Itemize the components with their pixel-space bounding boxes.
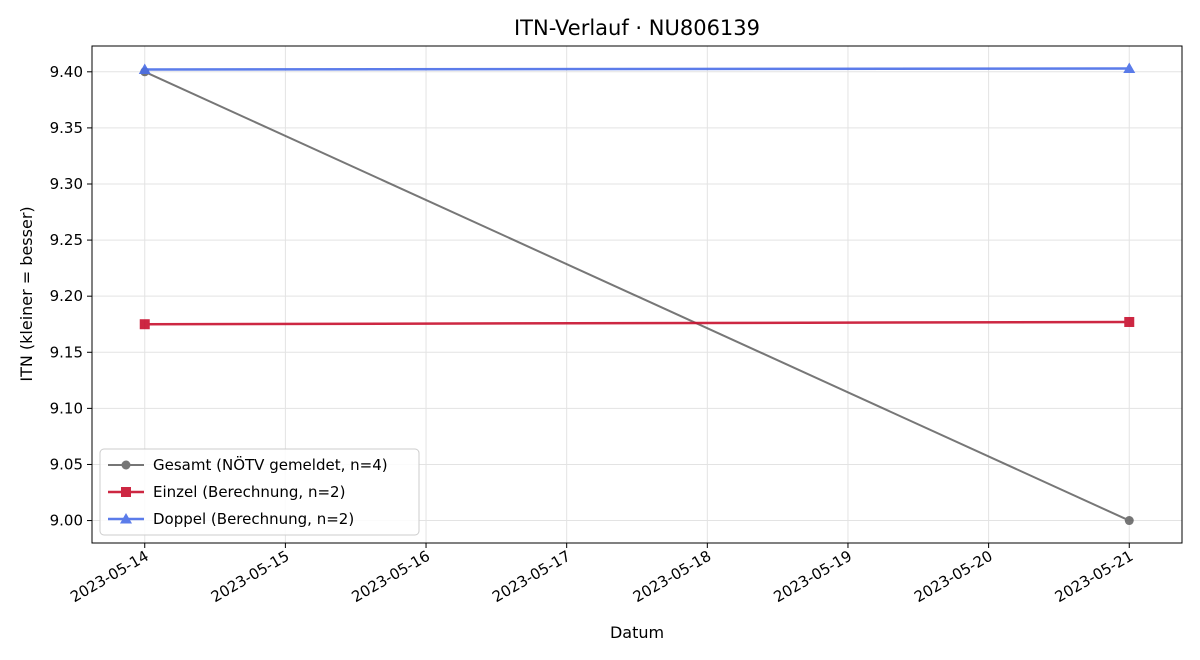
legend-label: Einzel (Berechnung, n=2) bbox=[153, 483, 345, 501]
x-tick-label: 2023-05-18 bbox=[630, 547, 715, 606]
x-tick-label: 2023-05-15 bbox=[208, 547, 293, 606]
y-tick-label: 9.15 bbox=[50, 343, 83, 361]
legend-marker bbox=[121, 487, 131, 497]
legend: Gesamt (NÖTV gemeldet, n=4) Einzel (Berec… bbox=[99, 448, 420, 536]
legend-marker bbox=[121, 460, 131, 470]
y-tick-label: 9.10 bbox=[50, 399, 83, 417]
y-axis: 9.00 9.05 9.10 9.15 9.20 9.25 9.30 9.35 9.40 bbox=[50, 63, 92, 530]
y-tick-label: 9.00 bbox=[50, 512, 83, 530]
x-tick-label: 2023-05-16 bbox=[349, 547, 434, 606]
data-point bbox=[1124, 516, 1134, 526]
data-point bbox=[139, 319, 150, 330]
legend-marker bbox=[120, 513, 132, 524]
x-axis: 2023-05-14 2023-05-15 2023-05-16 2023-05-17… bbox=[67, 543, 1136, 606]
legend-label: Gesamt (NÖTV gemeldet, n=4) bbox=[153, 455, 388, 474]
series-line bbox=[144, 67, 1130, 71]
legend-entry bbox=[108, 513, 144, 524]
series-2 bbox=[138, 62, 1136, 75]
series-line bbox=[144, 320, 1130, 326]
x-tick-label: 2023-05-14 bbox=[67, 547, 152, 606]
y-tick-label: 9.40 bbox=[50, 63, 83, 81]
series-layer bbox=[138, 62, 1136, 526]
x-tick-label: 2023-05-19 bbox=[770, 547, 855, 606]
data-point bbox=[138, 63, 151, 75]
plot-frame bbox=[91, 45, 1183, 544]
x-tick-label: 2023-05-17 bbox=[489, 547, 574, 606]
chart-title: ITN-Verlauf · NU806139 bbox=[514, 16, 760, 40]
y-tick-label: 9.30 bbox=[50, 175, 83, 193]
series-1 bbox=[139, 316, 1135, 330]
legend-entry bbox=[108, 487, 144, 497]
data-point bbox=[1124, 316, 1135, 327]
data-point bbox=[1123, 62, 1136, 73]
y-tick-label: 9.05 bbox=[50, 455, 83, 473]
y-axis-label: ITN (kleiner = besser) bbox=[17, 206, 36, 381]
y-tick-label: 9.25 bbox=[50, 231, 83, 249]
y-tick-label: 9.35 bbox=[50, 119, 83, 137]
x-axis-label: Datum bbox=[610, 623, 664, 642]
y-tick-label: 9.20 bbox=[50, 287, 83, 305]
legend-label: Doppel (Berechnung, n=2) bbox=[153, 510, 354, 528]
x-tick-label: 2023-05-21 bbox=[1052, 547, 1137, 606]
x-tick-label: 2023-05-20 bbox=[911, 547, 996, 606]
legend-box bbox=[99, 448, 420, 536]
series-line bbox=[144, 70, 1130, 522]
legend-entry bbox=[108, 460, 144, 470]
